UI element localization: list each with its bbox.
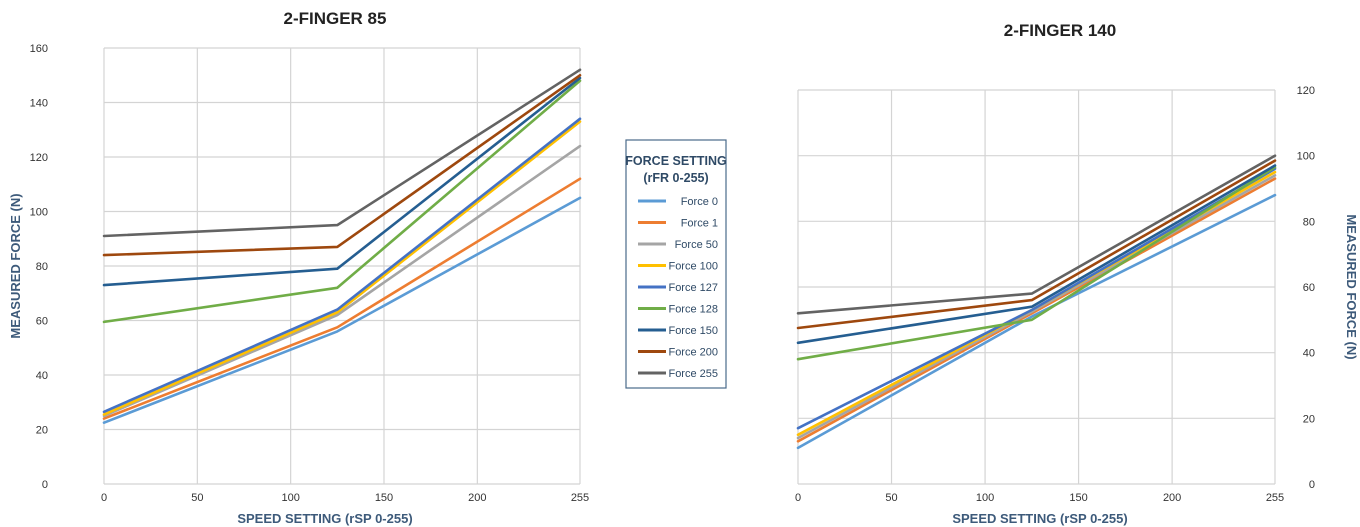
y-axis-label: MEASURED FORCE (N): [1344, 214, 1359, 359]
x-tick-label: 100: [976, 492, 994, 504]
y-tick-label: 0: [42, 479, 48, 491]
x-tick-label: 0: [101, 492, 107, 504]
x-tick-label: 255: [571, 492, 589, 504]
series-line-force-255: [796, 154, 1277, 315]
x-tick-label: 150: [1069, 492, 1087, 504]
x-tick-label: 200: [468, 492, 486, 504]
x-tick-label: 0: [795, 492, 801, 504]
legend-label: Force 50: [675, 239, 718, 251]
series-line-force-150: [796, 164, 1277, 345]
legend-label: Force 100: [668, 261, 718, 273]
chart-title: 2-FINGER 140: [1004, 21, 1116, 40]
y-tick-label: 40: [36, 370, 48, 382]
legend-label: Force 1: [681, 218, 718, 230]
series-line-force-1: [102, 177, 582, 420]
x-tick-label: 50: [885, 492, 897, 504]
y-tick-label: 100: [30, 207, 48, 219]
y-tick-label: 100: [1297, 151, 1315, 163]
legend-subtitle: (rFR 0-255): [643, 171, 708, 185]
x-tick-label: 100: [281, 492, 299, 504]
legend: FORCE SETTING (rFR 0-255) Force 0 Force 1 Fo…: [625, 139, 727, 389]
legend-label: Force 128: [668, 304, 718, 316]
x-axis-label: SPEED SETTING (rSP 0-255): [952, 511, 1127, 526]
x-tick-label: 255: [1266, 492, 1284, 504]
legend-label: Force 150: [668, 325, 718, 337]
series-line-force-50: [796, 174, 1277, 440]
series-line-force-128: [796, 165, 1277, 361]
y-tick-label: 140: [30, 98, 48, 110]
series-line-force-200: [796, 159, 1277, 330]
series-line-force-1: [796, 177, 1277, 443]
y-axis-label: MEASURED FORCE (N): [8, 193, 23, 338]
x-tick-label: 200: [1163, 492, 1181, 504]
legend-label: Force 255: [668, 368, 718, 380]
series-line-force-127: [796, 167, 1277, 430]
legend-title: FORCE SETTING: [625, 154, 726, 168]
y-tick-label: 80: [36, 261, 48, 273]
series-line-force-200: [102, 74, 582, 257]
series-line-force-150: [102, 76, 582, 287]
legend-label: Force 127: [668, 282, 718, 294]
series-line-force-100: [102, 120, 582, 416]
series-line-force-255: [102, 68, 582, 238]
y-tick-label: 40: [1303, 348, 1315, 360]
y-tick-label: 60: [36, 316, 48, 328]
y-tick-label: 0: [1309, 479, 1315, 491]
series-line-force-127: [102, 117, 582, 414]
series-line-force-128: [102, 79, 582, 324]
y-tick-label: 20: [1303, 413, 1315, 425]
y-tick-label: 120: [30, 152, 48, 164]
series-line-force-0: [102, 196, 582, 425]
y-tick-label: 120: [1297, 85, 1315, 97]
y-tick-label: 160: [30, 43, 48, 55]
series-line-force-50: [102, 144, 582, 418]
x-axis-label: SPEED SETTING (rSP 0-255): [237, 511, 412, 526]
x-tick-label: 150: [375, 492, 393, 504]
chart-2-finger-85: 2-FINGER 85 0 20 40 60 80 100 120 140 160 0 50 100 15…: [8, 9, 589, 526]
chart-2-finger-140: 2-FINGER 140 0 20 40 60 80 100 120 0 50 100 150 200 2…: [795, 21, 1359, 526]
series-line-force-0: [796, 193, 1277, 450]
y-tick-label: 80: [1303, 216, 1315, 228]
y-tick-label: 60: [1303, 282, 1315, 294]
legend-label: Force 0: [681, 196, 718, 208]
chart-title: 2-FINGER 85: [284, 9, 387, 28]
legend-label: Force 200: [668, 347, 718, 359]
x-tick-label: 50: [191, 492, 203, 504]
y-tick-label: 20: [36, 425, 48, 437]
